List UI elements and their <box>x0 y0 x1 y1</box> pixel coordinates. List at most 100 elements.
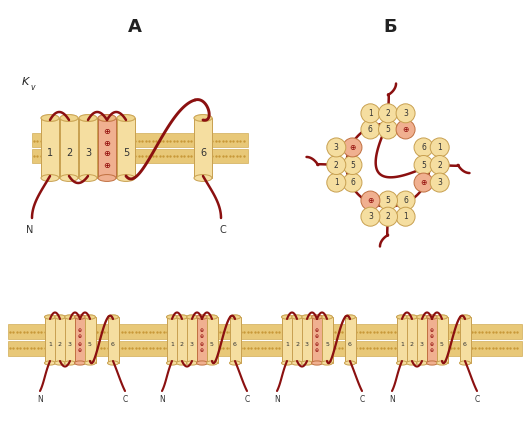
Circle shape <box>343 138 362 157</box>
Ellipse shape <box>302 315 313 319</box>
Ellipse shape <box>79 175 97 181</box>
Ellipse shape <box>75 315 85 319</box>
Ellipse shape <box>229 315 241 319</box>
Bar <box>84 317 95 363</box>
Circle shape <box>378 120 398 139</box>
Text: 3: 3 <box>190 341 194 346</box>
Text: 3: 3 <box>420 341 424 346</box>
Text: 1: 1 <box>285 341 289 346</box>
Ellipse shape <box>108 315 119 319</box>
Text: ⊕: ⊕ <box>103 160 110 170</box>
Ellipse shape <box>176 315 188 319</box>
Ellipse shape <box>41 175 59 181</box>
Ellipse shape <box>197 361 208 365</box>
Bar <box>8 341 522 356</box>
Text: C: C <box>359 395 365 405</box>
Text: ⊕: ⊕ <box>315 328 319 333</box>
Ellipse shape <box>65 361 75 365</box>
Text: C: C <box>244 395 250 405</box>
Text: 5: 5 <box>421 160 426 170</box>
Text: ⊕: ⊕ <box>430 328 434 333</box>
Ellipse shape <box>207 361 217 365</box>
Circle shape <box>343 173 362 192</box>
Ellipse shape <box>292 315 303 319</box>
Text: 5: 5 <box>350 160 355 170</box>
Ellipse shape <box>302 361 313 365</box>
Ellipse shape <box>460 315 471 319</box>
Circle shape <box>396 207 415 226</box>
Text: C: C <box>122 395 128 405</box>
Text: ⊕: ⊕ <box>349 143 356 152</box>
Ellipse shape <box>41 115 59 121</box>
Text: 1: 1 <box>437 143 442 152</box>
Text: 2: 2 <box>180 341 184 346</box>
Bar <box>396 317 408 363</box>
Text: 1: 1 <box>334 178 339 187</box>
Ellipse shape <box>407 315 418 319</box>
Ellipse shape <box>60 115 78 121</box>
Text: ⊕: ⊕ <box>430 349 434 354</box>
Text: ⊕: ⊕ <box>367 196 374 205</box>
Bar <box>32 149 248 163</box>
Text: ⊕: ⊕ <box>402 125 409 134</box>
Bar <box>187 317 198 363</box>
Ellipse shape <box>229 361 241 365</box>
Ellipse shape <box>187 315 198 319</box>
Ellipse shape <box>396 315 408 319</box>
Ellipse shape <box>45 315 56 319</box>
Ellipse shape <box>344 315 356 319</box>
Circle shape <box>414 138 433 157</box>
Bar <box>417 317 428 363</box>
Ellipse shape <box>75 315 85 319</box>
Bar <box>292 317 303 363</box>
Text: ⊕: ⊕ <box>430 341 434 346</box>
Text: ⊕: ⊕ <box>78 328 82 333</box>
Ellipse shape <box>417 361 428 365</box>
Text: 1: 1 <box>403 212 408 221</box>
Ellipse shape <box>322 315 332 319</box>
Ellipse shape <box>344 361 356 365</box>
Bar <box>117 118 135 178</box>
Text: N: N <box>26 225 34 235</box>
Ellipse shape <box>302 315 313 319</box>
Bar <box>166 317 178 363</box>
Ellipse shape <box>396 361 408 365</box>
Ellipse shape <box>117 175 135 181</box>
Text: 3: 3 <box>85 148 91 158</box>
Bar <box>437 317 447 363</box>
Text: 5: 5 <box>385 125 391 134</box>
Text: 6: 6 <box>111 341 115 346</box>
Text: C: C <box>219 225 226 235</box>
Text: 2: 2 <box>386 109 391 118</box>
Ellipse shape <box>207 315 217 319</box>
Ellipse shape <box>55 315 66 319</box>
Ellipse shape <box>292 361 303 365</box>
Ellipse shape <box>312 361 322 365</box>
Text: 6: 6 <box>350 178 355 187</box>
Circle shape <box>327 138 346 157</box>
Ellipse shape <box>55 315 66 319</box>
Circle shape <box>414 155 433 174</box>
Bar <box>312 317 322 363</box>
Ellipse shape <box>84 361 95 365</box>
Circle shape <box>343 155 362 174</box>
Ellipse shape <box>207 315 217 319</box>
Ellipse shape <box>437 315 447 319</box>
Text: 3: 3 <box>437 178 442 187</box>
Text: N: N <box>389 395 395 405</box>
Circle shape <box>378 207 398 226</box>
Bar <box>197 317 208 363</box>
Text: ⊕: ⊕ <box>200 341 204 346</box>
Ellipse shape <box>197 315 208 319</box>
Bar <box>344 317 356 363</box>
Ellipse shape <box>396 315 408 319</box>
Text: 6: 6 <box>368 125 373 134</box>
Ellipse shape <box>41 115 59 121</box>
Ellipse shape <box>322 315 332 319</box>
Ellipse shape <box>84 315 95 319</box>
Text: 1: 1 <box>170 341 174 346</box>
Ellipse shape <box>417 315 428 319</box>
Ellipse shape <box>187 361 198 365</box>
Text: ⊕: ⊕ <box>315 341 319 346</box>
Bar <box>32 133 248 147</box>
